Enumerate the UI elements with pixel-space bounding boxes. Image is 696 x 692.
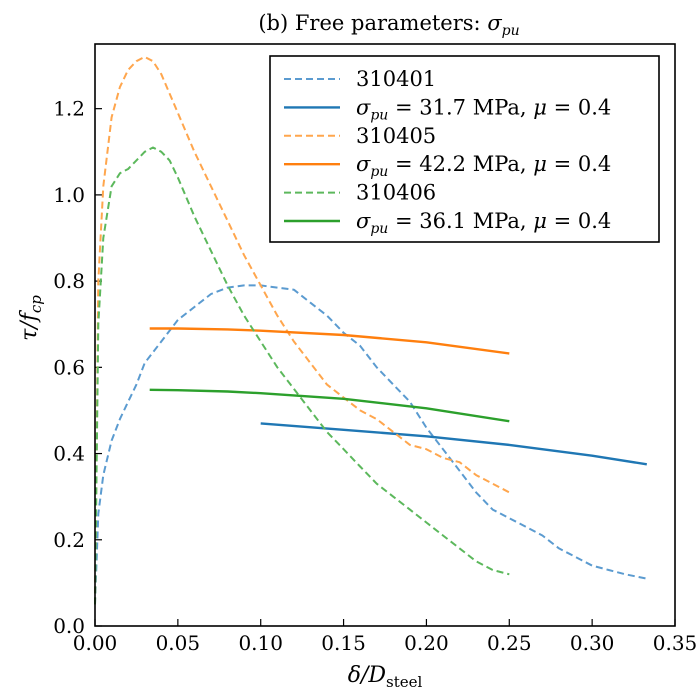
series-line-model-3 — [149, 327, 510, 355]
x-tick-label: 0.30 — [570, 631, 615, 655]
plot-area — [94, 55, 647, 605]
y-tick-label: 0.8 — [53, 269, 85, 293]
series-line-measured-4 — [94, 146, 510, 605]
series-line-model-1 — [260, 422, 647, 466]
y-tick-label: 1.2 — [53, 97, 85, 121]
x-tick-label: 0.20 — [404, 631, 449, 655]
legend-label: 310401 — [356, 67, 436, 91]
axes-frame — [94, 43, 676, 627]
y-tick-label: 0.6 — [53, 355, 85, 379]
y-tick-label: 1.0 — [53, 183, 85, 207]
series-line-model-5 — [149, 388, 510, 423]
x-tick-label: 0.35 — [653, 631, 696, 655]
x-tick-label: 0.15 — [321, 631, 366, 655]
legend-label: σpu = 31.7 MPa, μ = 0.4 — [356, 95, 611, 123]
y-axis-label: τ/fcp — [17, 295, 45, 341]
x-tick-label: 0.25 — [487, 631, 532, 655]
series-line-measured-2 — [94, 55, 510, 605]
legend-box — [269, 55, 660, 243]
legend-label: σpu = 36.1 MPa, μ = 0.4 — [356, 209, 611, 237]
y-tick-label: 0.4 — [53, 442, 85, 466]
legend-label: σpu = 42.2 MPa, μ = 0.4 — [356, 152, 611, 180]
x-tick-label: 0.10 — [238, 631, 283, 655]
legend-label: 310405 — [356, 124, 436, 148]
y-tick-label: 0.0 — [53, 614, 85, 638]
y-tick-label: 0.2 — [53, 528, 85, 552]
x-tick-label: 0.05 — [156, 631, 201, 655]
series-line-measured-0 — [94, 284, 647, 605]
axis-ticks: 0.00 0.05 0.10 0.15 0.20 0.25 0.30 0.35 0.0 0.2 0.… — [53, 97, 696, 655]
legend-label: 310406 — [356, 181, 436, 205]
x-axis-label: δ/Dsteel — [348, 663, 423, 691]
chart-title: (b) Free parameters: σpu — [258, 11, 519, 39]
x-tick-label: 0.00 — [73, 631, 118, 655]
